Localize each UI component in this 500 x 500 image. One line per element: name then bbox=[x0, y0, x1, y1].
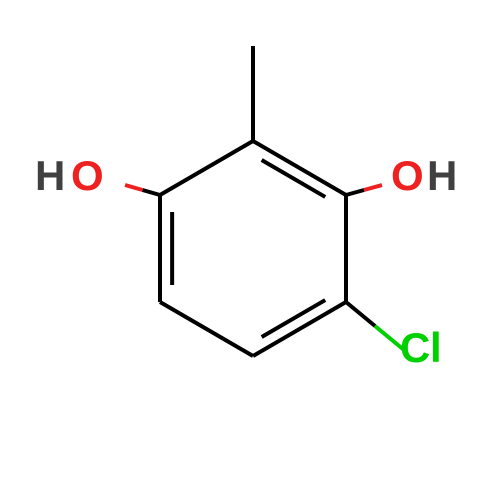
ring-bond-c4-c5 bbox=[253, 302, 346, 356]
label-oh_left_O: O bbox=[71, 152, 104, 199]
ring-bond-c2-c3 bbox=[253, 141, 346, 195]
molecule-canvas: HOOHCl bbox=[0, 0, 500, 500]
ring-bond-c1-c2 bbox=[160, 141, 253, 195]
label-cl_l: l bbox=[430, 324, 442, 371]
bond-oh-left-hetero-half bbox=[125, 185, 143, 190]
label-oh_right_H: H bbox=[427, 152, 457, 199]
bond-oh-left-c-half bbox=[143, 190, 161, 195]
bond-oh-right-hetero-half bbox=[364, 185, 382, 190]
label-cl_C: C bbox=[400, 324, 430, 371]
ring-bond-c5-c6 bbox=[160, 302, 253, 356]
bond-oh-right-c-half bbox=[346, 190, 364, 195]
label-oh_left_H: H bbox=[35, 152, 65, 199]
bond-cl-c-half bbox=[346, 302, 375, 326]
label-oh_right_O: O bbox=[391, 152, 424, 199]
